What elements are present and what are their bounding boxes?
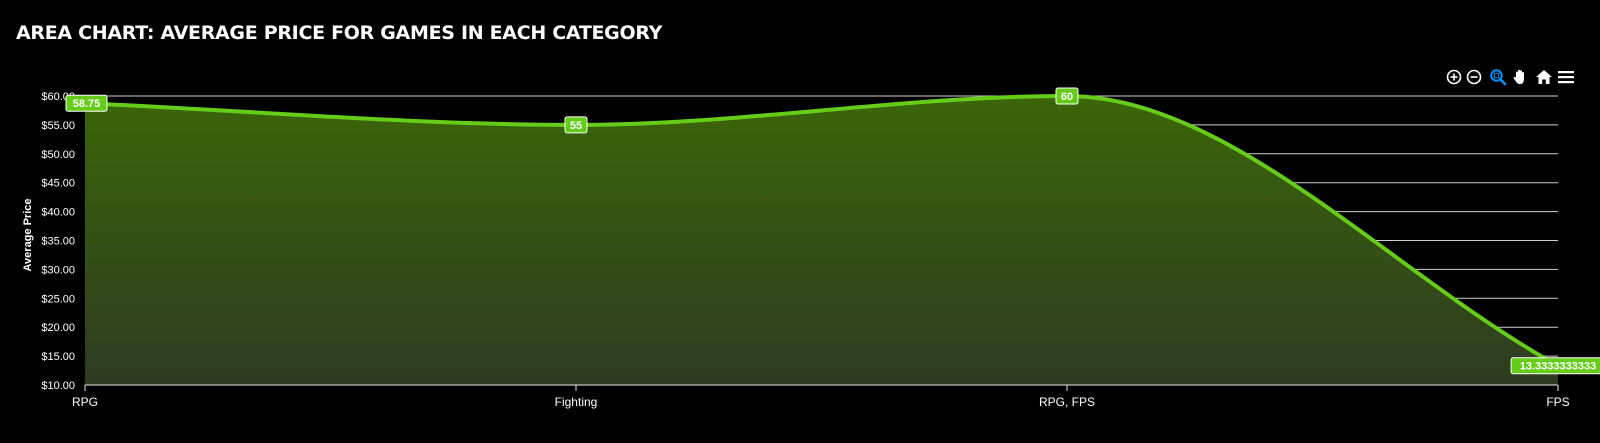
zoom-out-icon[interactable] [1464,67,1484,87]
y-tick-label: $30.00 [41,264,75,276]
area-fill [85,96,1558,385]
zoom-in-icon[interactable] [1444,67,1464,87]
data-label: 13.3333333333 [1510,357,1600,375]
home-icon[interactable] [1534,67,1554,87]
svg-text:55: 55 [570,120,582,132]
y-tick-label: $15.00 [41,351,75,363]
data-label: 60 [1055,87,1079,105]
data-label: 55 [564,116,588,134]
series-line[interactable] [84,94,1559,368]
y-tick-label: $35.00 [41,236,75,248]
x-tick-label: RPG, FPS [1039,395,1095,409]
pan-icon[interactable] [1510,67,1530,87]
y-tick-label: $45.00 [41,178,75,190]
svg-text:60: 60 [1061,91,1073,103]
menu-icon[interactable] [1556,67,1576,87]
y-tick-label: $20.00 [41,322,75,334]
y-tick-label: $10.00 [41,380,75,392]
x-tick-label: FPS [1546,395,1569,409]
y-tick-label: $40.00 [41,207,75,219]
series-area [84,94,1559,385]
x-tick-label: Fighting [555,395,598,409]
y-tick-label: $50.00 [41,149,75,161]
y-axis-title: Average Price [22,199,34,272]
data-label: 58.75 [65,94,108,112]
x-tick-label: RPG [72,395,98,409]
data-labels: 58.75 55 60 13.3333333333 [65,87,1600,375]
chart-toolbar [1444,67,1580,89]
y-tick-label: $55.00 [41,120,75,132]
svg-text:13.3333333333: 13.3333333333 [1520,361,1596,373]
chart-title: AREA CHART: AVERAGE PRICE FOR GAMES IN E… [16,22,663,44]
selection-zoom-icon[interactable] [1488,67,1508,87]
y-tick-label: $25.00 [41,293,75,305]
axes: $10.00 $15.00 $20.00 $25.00 $30.00 $35.00 $40.… [41,91,1569,409]
svg-text:58.75: 58.75 [73,98,101,110]
